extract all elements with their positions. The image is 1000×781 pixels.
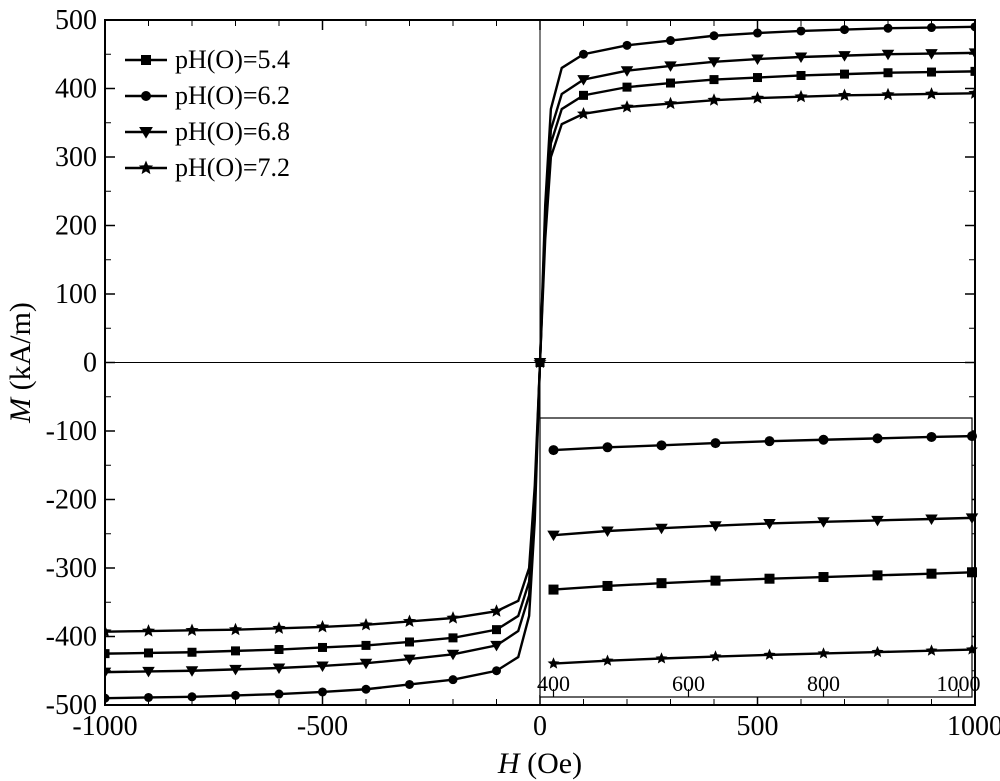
x-tick-label: 1000 [947, 711, 1000, 742]
y-tick-label: -500 [46, 690, 97, 721]
inset-x-tick: 400 [537, 671, 570, 696]
y-tick-label: 300 [55, 142, 97, 173]
inset-x-tick: 1000 [937, 671, 981, 696]
y-axis-label: M (kA/m) [4, 302, 37, 424]
y-tick-label: -300 [46, 553, 97, 584]
legend-label: pH(O)=6.2 [175, 81, 290, 110]
x-axis-label: H (Oe) [497, 747, 582, 780]
y-tick-label: 100 [55, 279, 97, 310]
y-tick-label: -200 [46, 485, 97, 516]
y-tick-label: 0 [83, 348, 97, 379]
x-tick-label: 500 [737, 711, 779, 742]
legend-label: pH(O)=7.2 [175, 153, 290, 182]
y-tick-label: -100 [46, 416, 97, 447]
y-tick-label: 200 [55, 211, 97, 242]
y-tick-label: 400 [55, 74, 97, 105]
y-tick-label: 500 [55, 5, 97, 36]
inset-chart: 400 600 800 1000 [537, 418, 981, 697]
x-tick-label: -500 [297, 711, 348, 742]
x-tick-label: 0 [533, 711, 547, 742]
inset-x-tick: 800 [807, 671, 840, 696]
inset-x-tick: 600 [672, 671, 705, 696]
legend-label: pH(O)=6.8 [175, 117, 290, 146]
y-tick-label: -400 [46, 622, 97, 653]
legend-label: pH(O)=5.4 [175, 45, 290, 74]
hysteresis-chart: -1000-50005001000-500-400-300-200-100010… [0, 0, 1000, 781]
